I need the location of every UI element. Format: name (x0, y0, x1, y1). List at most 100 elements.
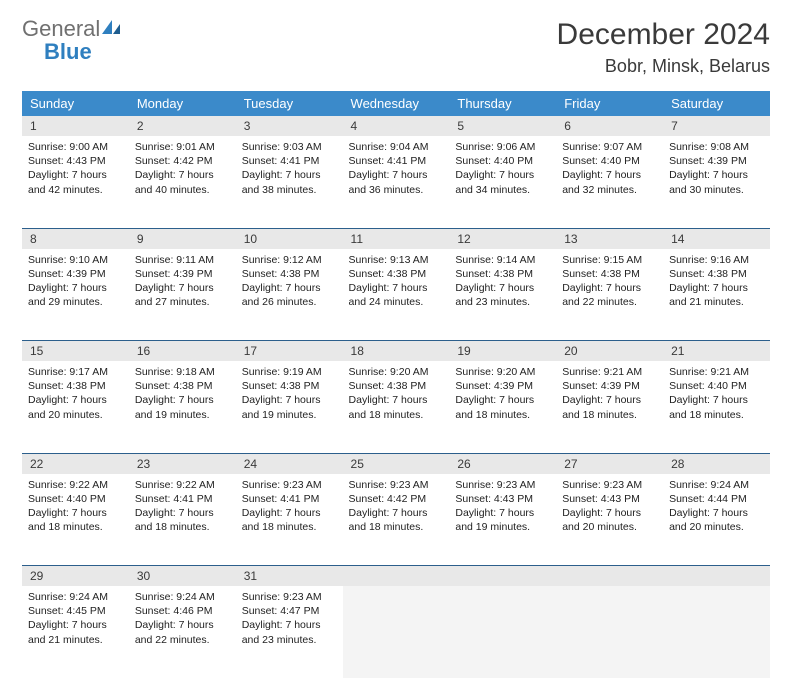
day-number (449, 566, 556, 587)
sunset: Sunset: 4:44 PM (669, 492, 764, 506)
day-number: 8 (22, 228, 129, 249)
sunrise: Sunrise: 9:06 AM (455, 140, 550, 154)
sunrise: Sunrise: 9:03 AM (242, 140, 337, 154)
day-number: 30 (129, 566, 236, 587)
day-details: Sunrise: 9:24 AMSunset: 4:46 PMDaylight:… (129, 586, 236, 653)
sunrise: Sunrise: 9:18 AM (135, 365, 230, 379)
sunset: Sunset: 4:38 PM (28, 379, 123, 393)
sunrise: Sunrise: 9:23 AM (242, 478, 337, 492)
calendar-body: 1234567Sunrise: 9:00 AMSunset: 4:43 PMDa… (22, 116, 770, 678)
sunrise: Sunrise: 9:12 AM (242, 253, 337, 267)
day-number: 28 (663, 453, 770, 474)
day-details: Sunrise: 9:06 AMSunset: 4:40 PMDaylight:… (449, 136, 556, 203)
day-number: 5 (449, 116, 556, 136)
sunrise: Sunrise: 9:22 AM (135, 478, 230, 492)
sunrise: Sunrise: 9:17 AM (28, 365, 123, 379)
daylight: Daylight: 7 hours and 40 minutes. (135, 168, 230, 196)
sunrise: Sunrise: 9:11 AM (135, 253, 230, 267)
daylight: Daylight: 7 hours and 18 minutes. (562, 393, 657, 421)
day-number (663, 566, 770, 587)
day-details: Sunrise: 9:10 AMSunset: 4:39 PMDaylight:… (22, 249, 129, 316)
week-row: Sunrise: 9:24 AMSunset: 4:45 PMDaylight:… (22, 586, 770, 678)
day-number: 2 (129, 116, 236, 136)
sunset: Sunset: 4:38 PM (562, 267, 657, 281)
weekday-header: Monday (129, 91, 236, 116)
daylight: Daylight: 7 hours and 18 minutes. (242, 506, 337, 534)
daylight: Daylight: 7 hours and 19 minutes. (135, 393, 230, 421)
day-details: Sunrise: 9:18 AMSunset: 4:38 PMDaylight:… (129, 361, 236, 428)
day-details: Sunrise: 9:03 AMSunset: 4:41 PMDaylight:… (236, 136, 343, 203)
daylight: Daylight: 7 hours and 21 minutes. (28, 618, 123, 646)
sunset: Sunset: 4:38 PM (349, 267, 444, 281)
weekday-header: Thursday (449, 91, 556, 116)
sunrise: Sunrise: 9:23 AM (349, 478, 444, 492)
sunrise: Sunrise: 9:15 AM (562, 253, 657, 267)
sunset: Sunset: 4:41 PM (349, 154, 444, 168)
day-details: Sunrise: 9:07 AMSunset: 4:40 PMDaylight:… (556, 136, 663, 203)
sunrise: Sunrise: 9:24 AM (135, 590, 230, 604)
day-details: Sunrise: 9:23 AMSunset: 4:43 PMDaylight:… (449, 474, 556, 541)
day-cell: Sunrise: 9:16 AMSunset: 4:38 PMDaylight:… (663, 249, 770, 341)
day-cell: Sunrise: 9:24 AMSunset: 4:44 PMDaylight:… (663, 474, 770, 566)
sunrise: Sunrise: 9:24 AM (669, 478, 764, 492)
day-number: 20 (556, 341, 663, 362)
day-cell: Sunrise: 9:21 AMSunset: 4:39 PMDaylight:… (556, 361, 663, 453)
sunrise: Sunrise: 9:14 AM (455, 253, 550, 267)
day-number: 9 (129, 228, 236, 249)
day-cell: Sunrise: 9:10 AMSunset: 4:39 PMDaylight:… (22, 249, 129, 341)
day-number-row: 1234567 (22, 116, 770, 136)
day-number (556, 566, 663, 587)
month-title: December 2024 (557, 18, 770, 52)
day-number: 15 (22, 341, 129, 362)
sunset: Sunset: 4:41 PM (242, 492, 337, 506)
day-cell: Sunrise: 9:22 AMSunset: 4:40 PMDaylight:… (22, 474, 129, 566)
day-cell: Sunrise: 9:01 AMSunset: 4:42 PMDaylight:… (129, 136, 236, 228)
weekday-header: Saturday (663, 91, 770, 116)
daylight: Daylight: 7 hours and 21 minutes. (669, 281, 764, 309)
sunset: Sunset: 4:38 PM (455, 267, 550, 281)
sunset: Sunset: 4:38 PM (349, 379, 444, 393)
weekday-header-row: Sunday Monday Tuesday Wednesday Thursday… (22, 91, 770, 116)
logo-blue: Blue (44, 39, 92, 64)
week-row: Sunrise: 9:22 AMSunset: 4:40 PMDaylight:… (22, 474, 770, 566)
day-details: Sunrise: 9:08 AMSunset: 4:39 PMDaylight:… (663, 136, 770, 203)
day-details: Sunrise: 9:21 AMSunset: 4:40 PMDaylight:… (663, 361, 770, 428)
day-cell: Sunrise: 9:23 AMSunset: 4:43 PMDaylight:… (556, 474, 663, 566)
day-number: 6 (556, 116, 663, 136)
week-row: Sunrise: 9:00 AMSunset: 4:43 PMDaylight:… (22, 136, 770, 228)
day-details: Sunrise: 9:19 AMSunset: 4:38 PMDaylight:… (236, 361, 343, 428)
day-number: 27 (556, 453, 663, 474)
sunrise: Sunrise: 9:20 AM (349, 365, 444, 379)
weekday-header: Sunday (22, 91, 129, 116)
day-details: Sunrise: 9:16 AMSunset: 4:38 PMDaylight:… (663, 249, 770, 316)
day-number: 25 (343, 453, 450, 474)
sunset: Sunset: 4:42 PM (135, 154, 230, 168)
daylight: Daylight: 7 hours and 18 minutes. (455, 393, 550, 421)
day-cell: Sunrise: 9:23 AMSunset: 4:41 PMDaylight:… (236, 474, 343, 566)
sunset: Sunset: 4:38 PM (242, 379, 337, 393)
header: General Blue December 2024 Bobr, Minsk, … (22, 18, 770, 77)
day-details: Sunrise: 9:22 AMSunset: 4:40 PMDaylight:… (22, 474, 129, 541)
day-details: Sunrise: 9:23 AMSunset: 4:41 PMDaylight:… (236, 474, 343, 541)
day-cell: Sunrise: 9:00 AMSunset: 4:43 PMDaylight:… (22, 136, 129, 228)
day-cell: Sunrise: 9:21 AMSunset: 4:40 PMDaylight:… (663, 361, 770, 453)
day-cell: Sunrise: 9:15 AMSunset: 4:38 PMDaylight:… (556, 249, 663, 341)
day-details: Sunrise: 9:14 AMSunset: 4:38 PMDaylight:… (449, 249, 556, 316)
sunset: Sunset: 4:39 PM (28, 267, 123, 281)
sunrise: Sunrise: 9:16 AM (669, 253, 764, 267)
day-details: Sunrise: 9:17 AMSunset: 4:38 PMDaylight:… (22, 361, 129, 428)
daylight: Daylight: 7 hours and 23 minutes. (242, 618, 337, 646)
day-cell: Sunrise: 9:04 AMSunset: 4:41 PMDaylight:… (343, 136, 450, 228)
daylight: Daylight: 7 hours and 20 minutes. (562, 506, 657, 534)
day-cell: Sunrise: 9:23 AMSunset: 4:42 PMDaylight:… (343, 474, 450, 566)
day-cell: Sunrise: 9:17 AMSunset: 4:38 PMDaylight:… (22, 361, 129, 453)
sunset: Sunset: 4:45 PM (28, 604, 123, 618)
day-number: 16 (129, 341, 236, 362)
daylight: Daylight: 7 hours and 19 minutes. (242, 393, 337, 421)
day-number: 3 (236, 116, 343, 136)
day-cell: Sunrise: 9:23 AMSunset: 4:47 PMDaylight:… (236, 586, 343, 678)
day-number: 12 (449, 228, 556, 249)
day-cell: Sunrise: 9:13 AMSunset: 4:38 PMDaylight:… (343, 249, 450, 341)
day-number: 31 (236, 566, 343, 587)
day-cell: Sunrise: 9:06 AMSunset: 4:40 PMDaylight:… (449, 136, 556, 228)
